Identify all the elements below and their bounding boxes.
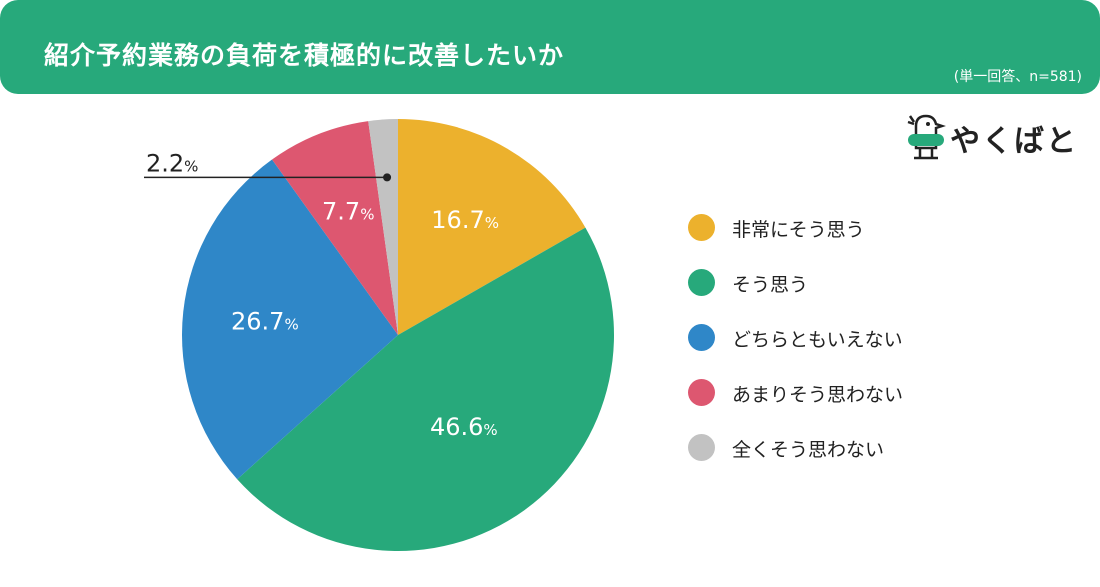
slice-label-4: 7.7% [322,198,374,226]
legend-label: 全くそう思わない [732,439,885,461]
legend-label: あまりそう思わない [732,384,904,406]
brand-name: やくばと [950,124,1078,159]
legend-label: 非常にそう思う [732,219,865,241]
bird-icon [907,114,946,160]
legend-label: そう思う [732,274,809,296]
header-banner: 紹介予約業務の負荷を積極的に改善したいか (単一回答、n=581) [0,0,1100,94]
slice-label-5: 2.2% [146,149,198,177]
pie-slice-5 [368,119,398,335]
pie-slice-4 [272,121,398,335]
slice-label-1: 16.7% [431,206,499,234]
pie-chart: 16.7% 46.6% 26.7% 7.7% 2.2% [144,119,615,552]
legend-swatch [688,434,715,461]
legend-label: どちらともいえない [732,329,903,351]
legend-swatch [688,324,715,351]
chart-title: 紹介予約業務の負荷を積極的に改善したいか [44,41,565,70]
pie-slice-3 [182,159,398,480]
leader-dot [383,173,392,182]
sample-note: (単一回答、n=581) [953,69,1082,85]
legend-swatch [688,214,715,241]
brand-logo: やくばと [906,108,1086,162]
pie-slice-2 [237,227,615,552]
pie-slice-1 [398,119,586,335]
slice-label-3: 26.7% [231,307,299,335]
legend-swatch [688,379,715,406]
legend-swatch [688,269,715,296]
slice-label-2: 46.6% [430,413,498,441]
